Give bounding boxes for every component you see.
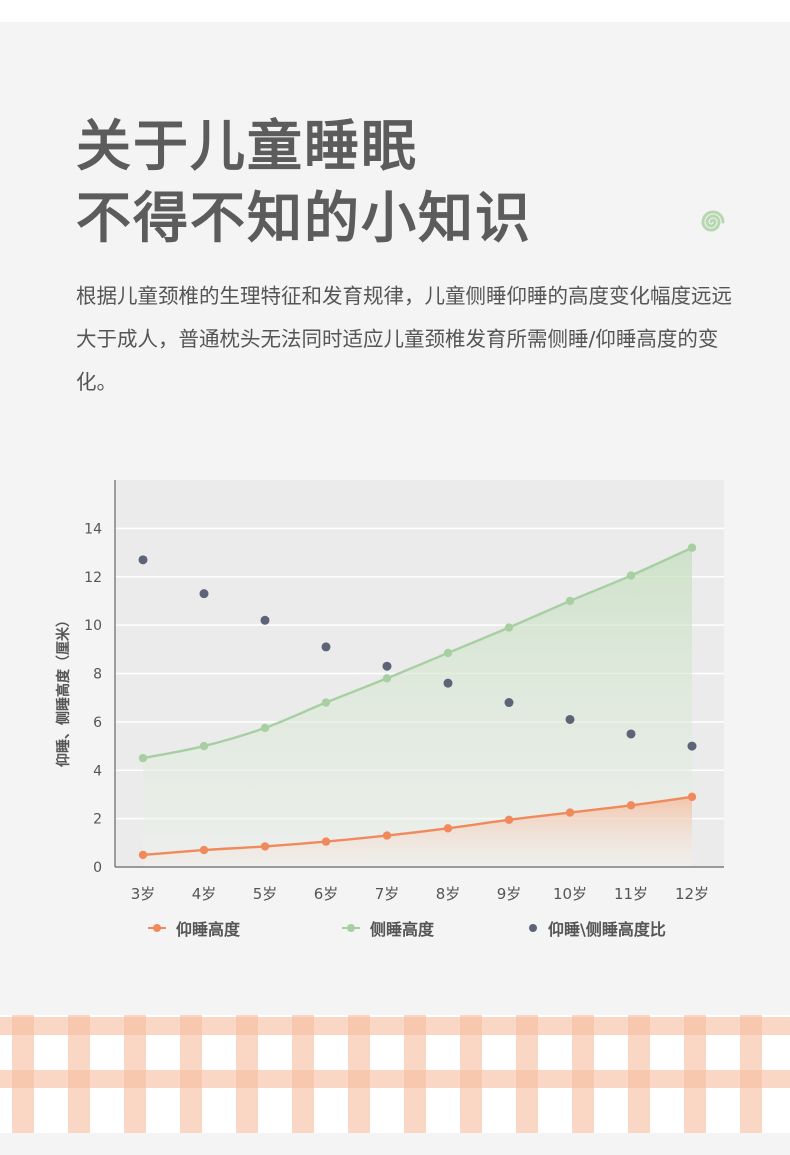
x-tick-label: 8岁 <box>436 885 461 903</box>
series-point <box>443 824 453 833</box>
series-point <box>321 837 331 846</box>
y-tick-label: 6 <box>93 715 102 731</box>
chart-legend: 仰睡高度 侧睡高度 仰睡\侧睡高度比 <box>0 913 790 943</box>
series-point <box>504 815 514 825</box>
series-point <box>199 741 209 751</box>
series-point <box>443 648 453 658</box>
y-axis-label: 仰睡、侧睡高度（厘米） <box>55 613 72 767</box>
y-tick-label: 0 <box>93 860 102 876</box>
ratio-point <box>321 642 331 652</box>
ratio-point <box>687 741 697 751</box>
series-area <box>143 547 692 867</box>
ratio-point <box>382 661 392 671</box>
series-point <box>382 674 392 683</box>
plaid-stripe <box>0 1017 790 1035</box>
legend-label-supine: 仰睡高度 <box>176 920 241 939</box>
series-point <box>199 845 209 855</box>
legend-marker-ratio <box>528 923 538 933</box>
ratio-point <box>626 729 636 739</box>
ratio-point <box>504 698 514 708</box>
legend-item-ratio: 仰睡\侧睡高度比 <box>528 913 666 943</box>
x-tick-label: 12岁 <box>675 885 709 903</box>
plaid-stripe <box>516 1015 538 1133</box>
legend-label-ratio: 仰睡\侧睡高度比 <box>548 920 666 939</box>
plaid-stripe <box>404 1015 426 1133</box>
legend-item-supine: 仰睡高度 <box>148 913 240 943</box>
x-tick-label: 9岁 <box>497 885 522 903</box>
plaid-stripe <box>236 1015 258 1133</box>
ratio-point <box>199 589 209 599</box>
plaid-stripe <box>628 1015 650 1133</box>
series-point <box>687 792 697 802</box>
series-point <box>687 543 697 552</box>
plaid-stripe <box>572 1015 594 1133</box>
chart: 0 2 4 6 8 10 12 14 3岁 4岁 5岁 6岁 7岁 8岁 9岁 10岁 11岁 12岁 仰睡、侧… <box>55 480 724 903</box>
x-tick-label: 3岁 <box>131 885 156 903</box>
x-tick-label: 4岁 <box>192 885 217 903</box>
series-point <box>565 808 575 817</box>
series-point <box>504 623 514 632</box>
y-tick-label: 12 <box>84 570 102 586</box>
plaid-stripe <box>460 1015 482 1133</box>
x-tick-label: 10岁 <box>553 885 587 903</box>
x-tick-label: 7岁 <box>375 885 400 903</box>
series-point <box>138 753 148 763</box>
plaid-stripe <box>740 1015 762 1133</box>
swirl-icon <box>701 210 725 232</box>
description-text: 根据儿童颈椎的生理特征和发育规律，儿童侧睡仰睡的高度变化幅度远远大于成人，普通枕… <box>76 284 732 394</box>
title-line-2: 不得不知的小知识 <box>76 186 533 250</box>
y-tick-label: 8 <box>93 667 102 683</box>
y-tick-label: 14 <box>84 521 102 537</box>
legend-label-side: 侧睡高度 <box>370 920 435 939</box>
ratio-point <box>260 615 270 625</box>
series-point <box>626 571 636 580</box>
series-point <box>626 801 636 810</box>
y-tick-label: 2 <box>93 812 102 828</box>
plaid-stripe <box>684 1015 706 1133</box>
ratio-point <box>443 678 453 688</box>
y-tick-label: 4 <box>93 763 102 779</box>
series-point <box>565 596 575 606</box>
plaid-stripe <box>180 1015 202 1133</box>
plaid-stripe <box>0 1070 790 1088</box>
y-tick-labels: 0 2 4 6 8 10 12 14 <box>84 521 102 876</box>
series-line <box>142 795 693 857</box>
line-layer <box>142 546 693 857</box>
plaid-stripe <box>12 1015 34 1133</box>
x-tick-label: 6岁 <box>314 885 339 903</box>
series-point <box>382 831 392 840</box>
plaid-pattern <box>0 1015 790 1133</box>
title-line-1: 关于儿童睡眠 <box>76 114 419 178</box>
legend-item-side: 侧睡高度 <box>342 913 434 943</box>
ratio-point <box>565 714 575 724</box>
ratio-point <box>138 555 148 565</box>
series-line <box>142 546 693 760</box>
series-point <box>321 698 331 707</box>
series-point <box>260 723 270 733</box>
plaid-stripe <box>292 1015 314 1133</box>
point-layer <box>138 543 697 860</box>
plaid-stripe <box>348 1015 370 1133</box>
legend-marker-side <box>342 923 360 933</box>
x-tick-labels: 3岁 4岁 5岁 6岁 7岁 8岁 9岁 10岁 11岁 12岁 <box>131 885 709 903</box>
series-point <box>260 842 270 851</box>
x-tick-label: 5岁 <box>253 885 278 903</box>
series-point <box>138 850 148 860</box>
plaid-stripe <box>68 1015 90 1133</box>
plaid-stripe <box>124 1015 146 1133</box>
y-tick-label: 10 <box>84 618 102 634</box>
x-tick-label: 11岁 <box>614 885 648 903</box>
legend-marker-supine <box>148 923 166 933</box>
page-title: 关于儿童睡眠 不得不知的小知识 <box>76 110 532 254</box>
